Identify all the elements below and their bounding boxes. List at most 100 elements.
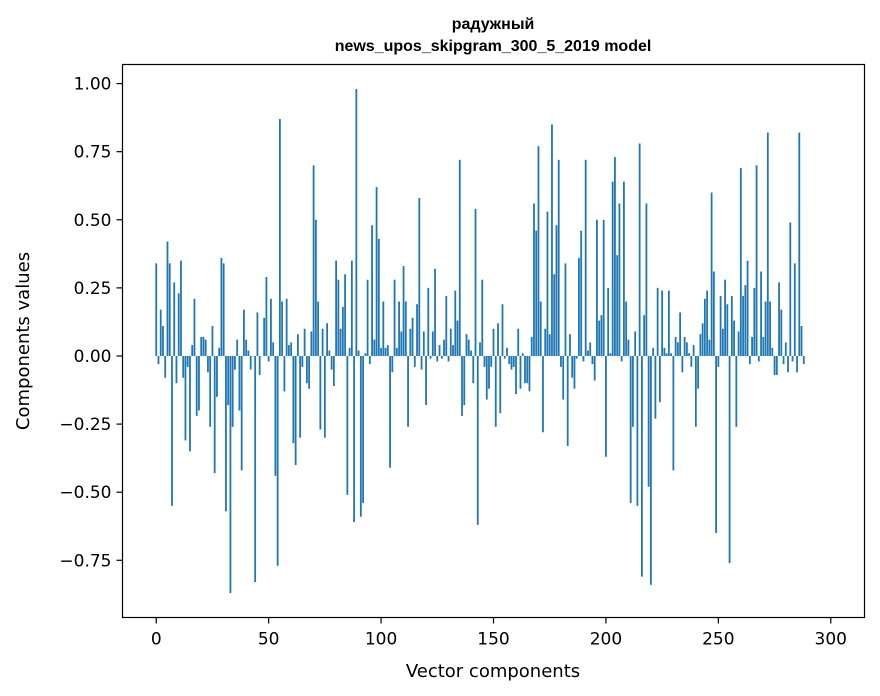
bar-212	[632, 355, 634, 427]
bar-137	[463, 355, 466, 406]
bar-3	[162, 326, 164, 356]
bar-267	[755, 165, 758, 356]
bar-215	[638, 143, 641, 356]
bar-9	[175, 355, 178, 384]
bar-112	[407, 355, 409, 427]
bar-139	[467, 339, 470, 356]
bar-256	[730, 296, 733, 356]
bar-132	[452, 345, 454, 356]
bar-218	[645, 203, 648, 356]
y-axis-ticks: −0.75 −0.50 −0.25 0.00 0.25 0.50 0.75 1.00	[59, 75, 123, 571]
bar-33	[229, 355, 232, 593]
bar-269	[760, 271, 762, 356]
y-tick-label: −0.75	[59, 551, 111, 571]
x-tick-label: 50	[258, 630, 280, 650]
bar-142	[474, 208, 477, 356]
bar-44	[254, 355, 257, 583]
bar-79	[332, 355, 335, 386]
bar-88	[353, 355, 355, 523]
bar-34	[231, 355, 234, 427]
bar-192	[587, 350, 589, 356]
bar-178	[555, 225, 558, 356]
bar-243	[701, 323, 704, 356]
bar-228	[667, 290, 670, 356]
bar-67	[305, 355, 308, 384]
bar-106	[393, 279, 396, 356]
bar-211	[629, 355, 632, 504]
bar-17	[193, 298, 196, 356]
bar-193	[589, 342, 592, 356]
bar-205	[616, 255, 619, 356]
bar-271	[764, 301, 767, 356]
bar-116	[416, 304, 418, 356]
bar-278	[780, 309, 783, 356]
bar-28	[218, 347, 221, 356]
bar-206	[618, 203, 621, 356]
bar-121	[427, 287, 430, 356]
bar-288	[802, 355, 805, 365]
bar-31	[225, 355, 227, 512]
bar-226	[663, 347, 666, 356]
bar-219	[647, 355, 650, 487]
bar-89	[355, 89, 358, 356]
bar-154	[501, 304, 504, 356]
bar-155	[503, 355, 506, 359]
bar-128	[443, 339, 445, 356]
bar-253	[724, 279, 726, 356]
bar-222	[654, 355, 657, 419]
bar-59	[287, 345, 290, 356]
bar-263	[746, 260, 749, 356]
bar-233	[679, 312, 682, 356]
bar-276	[775, 355, 778, 376]
bar-38	[240, 355, 243, 471]
bar-2	[159, 309, 162, 356]
bar-190	[582, 355, 585, 362]
bar-95	[368, 355, 371, 365]
bar-61	[292, 355, 295, 444]
bar-153	[499, 355, 502, 414]
bar-184	[569, 334, 571, 356]
y-axis-label: Components values	[13, 252, 34, 430]
x-tick-label: 300	[815, 630, 847, 650]
bar-186	[573, 355, 576, 389]
bar-115	[413, 355, 416, 367]
bar-187	[575, 355, 578, 359]
bar-201	[607, 287, 610, 356]
bar-229	[670, 353, 673, 356]
bar-5	[166, 241, 169, 356]
bar-255	[728, 355, 731, 564]
bar-254	[726, 304, 729, 356]
plot-area-frame	[121, 63, 866, 619]
bar-140	[470, 350, 472, 356]
bar-22	[204, 339, 207, 356]
bar-195	[593, 355, 596, 381]
bar-260	[739, 168, 742, 356]
bar-234	[681, 355, 684, 373]
bar-189	[580, 230, 583, 356]
bar-214	[636, 355, 639, 506]
bar-160	[515, 355, 517, 395]
bar-97	[373, 339, 376, 356]
bar-11	[180, 260, 182, 356]
bar-146	[483, 355, 486, 367]
bar-208	[623, 181, 625, 356]
bar-232	[676, 342, 679, 356]
bar-265	[751, 336, 753, 356]
bar-249	[715, 355, 717, 534]
bar-158	[510, 355, 513, 370]
bar-15	[189, 355, 191, 452]
bar-62	[294, 355, 297, 465]
bar-93	[364, 353, 367, 356]
bar-1	[157, 355, 160, 365]
bar-113	[409, 328, 412, 356]
bar-117	[418, 197, 421, 356]
bar-258	[735, 355, 738, 427]
bar-66	[303, 328, 306, 356]
bar-144	[479, 342, 481, 356]
bar-164	[524, 355, 526, 384]
bar-35	[234, 355, 236, 370]
bar-196	[596, 219, 598, 356]
bar-207	[620, 355, 623, 362]
bar-238	[690, 355, 693, 367]
